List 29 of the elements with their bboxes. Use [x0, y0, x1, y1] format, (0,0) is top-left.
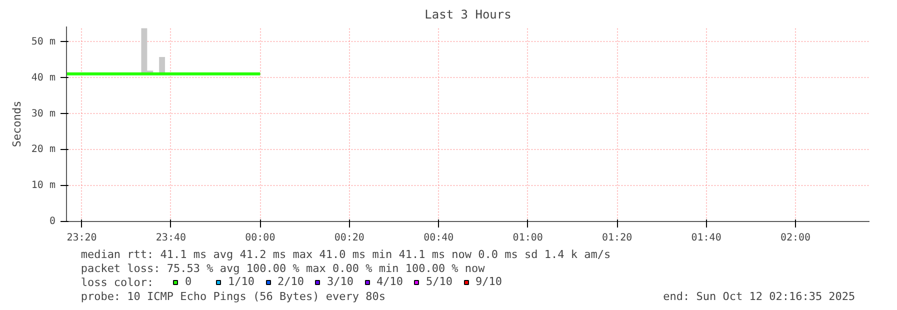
text: probe: 10 ICMP Echo Pings (56 Bytes) every 80s	[80, 290, 386, 303]
x-tick-label: 00:20	[334, 232, 364, 244]
y-axis-title: Seconds	[10, 100, 24, 148]
legend-label: 5/10	[426, 275, 452, 288]
legend-label: 9/10	[476, 275, 502, 288]
text: end: Sun Oct 12 02:16:35 2025	[663, 290, 856, 303]
legend-title: loss color:	[80, 276, 154, 289]
x-tick-label: 23:40	[156, 232, 186, 244]
y-tick-label: 40 m	[31, 72, 56, 84]
x-tick-label: 00:40	[424, 232, 454, 244]
y-tick-label: 10 m	[31, 180, 56, 192]
y-tick-label: 20 m	[31, 144, 56, 156]
y-tick-label: 50 m	[31, 36, 56, 48]
text: median rtt: 41.1 ms avg 41.2 ms max 41.0 ms min 41.1 ms now 0.0 ms sd 1.4 k am/s	[80, 248, 611, 261]
x-tick-label: 02:00	[780, 232, 811, 244]
x-tick-label: 00:00	[245, 232, 276, 244]
y-tick-label: 0	[49, 216, 56, 227]
x-tick-label: 01:40	[691, 232, 722, 244]
x-tick-label: 01:00	[512, 232, 543, 244]
x-tick-label: 23:20	[66, 232, 97, 244]
legend-label: 1/10	[228, 275, 254, 288]
legend-label: 3/10	[327, 275, 354, 288]
chart-title: Last 3 Hours	[424, 8, 512, 22]
legend-label: 2/10	[278, 275, 304, 288]
text: packet loss: 75.53 % avg 100.00 % max 0.00 % min 100.00 % now	[80, 262, 486, 275]
legend-label: 0	[185, 275, 193, 288]
legend-label: 4/10	[376, 275, 403, 288]
y-tick-label: 30 m	[31, 108, 56, 120]
x-tick-label: 01:20	[602, 232, 632, 244]
